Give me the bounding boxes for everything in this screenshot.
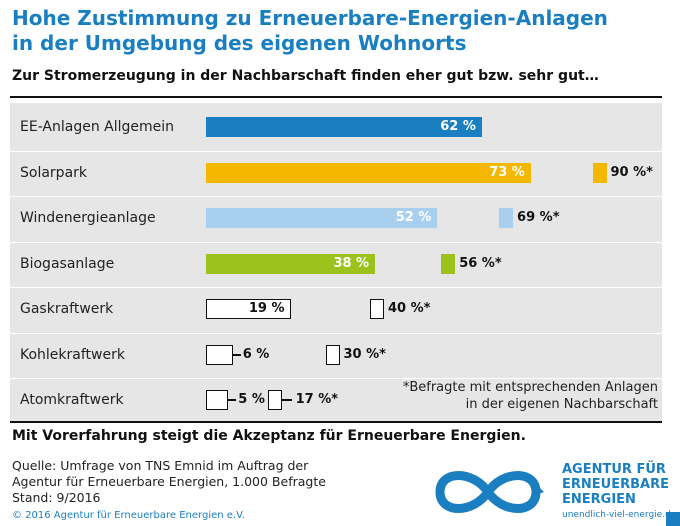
title-line-1: Hohe Zustimmung zu Erneuerbare-Energien-…	[12, 6, 608, 30]
row-separator	[10, 150, 662, 152]
chart-title: Hohe Zustimmung zu Erneuerbare-Energien-…	[12, 6, 672, 56]
logo-url: unendlich-viel-energie.de	[562, 510, 677, 520]
neighbourhood-value-label: 56 %*	[459, 255, 502, 271]
bar-value-label: 62 %	[440, 119, 476, 134]
logo-line-2: ERNEUERBARE	[562, 477, 669, 492]
neighbourhood-value-label: 69 %*	[517, 210, 560, 225]
bar	[206, 299, 291, 319]
top-rule	[10, 96, 662, 98]
bar-value-label: 38 %	[333, 255, 370, 271]
row-separator	[10, 196, 662, 197]
marker-connector	[281, 399, 292, 401]
row-separator	[10, 332, 662, 334]
title-line-2: in der Umgebung des eigenen Wohnorts	[12, 31, 467, 55]
bottom-rule	[10, 421, 662, 423]
bar-value-label: 73 %	[489, 164, 525, 180]
bar	[206, 117, 482, 137]
copyright-text: © 2016 Agentur für Erneuerbare Energien …	[12, 510, 245, 521]
conclusion-text: Mit Vorerfahrung steigt die Akzeptanz fü…	[12, 428, 526, 444]
neighbourhood-value-label: 40 %*	[388, 301, 431, 316]
row-separator	[10, 378, 662, 379]
bar-value-label: 19 %	[248, 301, 285, 316]
category-label: Kohlekraftwerk	[20, 346, 125, 363]
row-separator	[10, 241, 662, 243]
neighbourhood-marker	[499, 208, 514, 228]
bar	[206, 253, 376, 274]
infinity-logo-icon	[435, 471, 544, 513]
footnote-line-2: in der eigenen Nachbarschaft	[465, 397, 658, 412]
neighbourhood-marker	[370, 299, 384, 319]
neighbourhood-marker	[267, 390, 282, 410]
bar	[206, 162, 531, 183]
bar-value-label: 6 %	[242, 346, 270, 362]
bar-connector	[232, 353, 241, 356]
footnote-line-1: *Befragte mit entsprechenden Anlagen	[402, 380, 658, 395]
category-label: Solarpark	[20, 164, 88, 181]
neighbourhood-value-label: 30 %*	[343, 346, 386, 362]
category-label: Biogasanlage	[20, 255, 115, 272]
row-separator	[10, 287, 662, 288]
bar-connector	[228, 399, 237, 401]
bar-value-label: 52 %	[395, 210, 432, 225]
category-label: Atomkraftwerk	[20, 392, 124, 408]
neighbourhood-value-label: 90 %*	[610, 164, 653, 180]
category-label: Windenergieanlage	[20, 210, 156, 226]
chart-subtitle: Zur Stromerzeugung in der Nachbarschaft …	[12, 68, 599, 84]
neighbourhood-marker	[441, 253, 456, 274]
source-line-3: Stand: 9/2016	[12, 490, 101, 505]
bar-value-label: 5 %	[238, 392, 265, 407]
category-label: EE-Anlagen Allgemein	[20, 119, 175, 135]
neighbourhood-value-label: 17 %*	[295, 392, 339, 407]
bar	[206, 208, 438, 228]
source-line-1: Quelle: Umfrage von TNS Emnid im Auftrag…	[12, 458, 309, 473]
bar	[206, 344, 233, 365]
logo-line-3: ENERGIEN	[562, 492, 636, 507]
source-line-2: Agentur für Erneuerbare Energien, 1.000 …	[12, 474, 326, 489]
corner-accent	[666, 512, 680, 526]
neighbourhood-marker	[325, 344, 340, 365]
category-label: Gaskraftwerk	[20, 301, 114, 317]
footnote: *Befragte mit entsprechenden Anlagen in …	[366, 379, 658, 413]
neighbourhood-marker	[592, 162, 607, 183]
logo-text: AGENTUR FÜR ERNEUERBARE ENERGIEN	[562, 462, 677, 507]
logo-line-1: AGENTUR FÜR	[562, 462, 666, 477]
bar	[206, 390, 229, 410]
source-text: Quelle: Umfrage von TNS Emnid im Auftrag…	[12, 458, 412, 506]
